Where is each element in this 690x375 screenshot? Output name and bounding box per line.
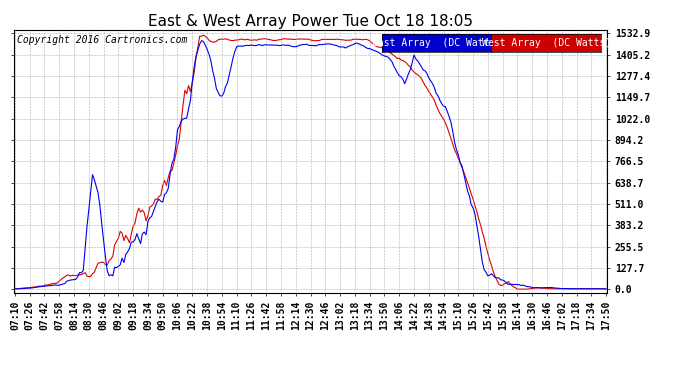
Title: East & West Array Power Tue Oct 18 18:05: East & West Array Power Tue Oct 18 18:05 xyxy=(148,14,473,29)
Text: Copyright 2016 Cartronics.com: Copyright 2016 Cartronics.com xyxy=(17,35,187,45)
